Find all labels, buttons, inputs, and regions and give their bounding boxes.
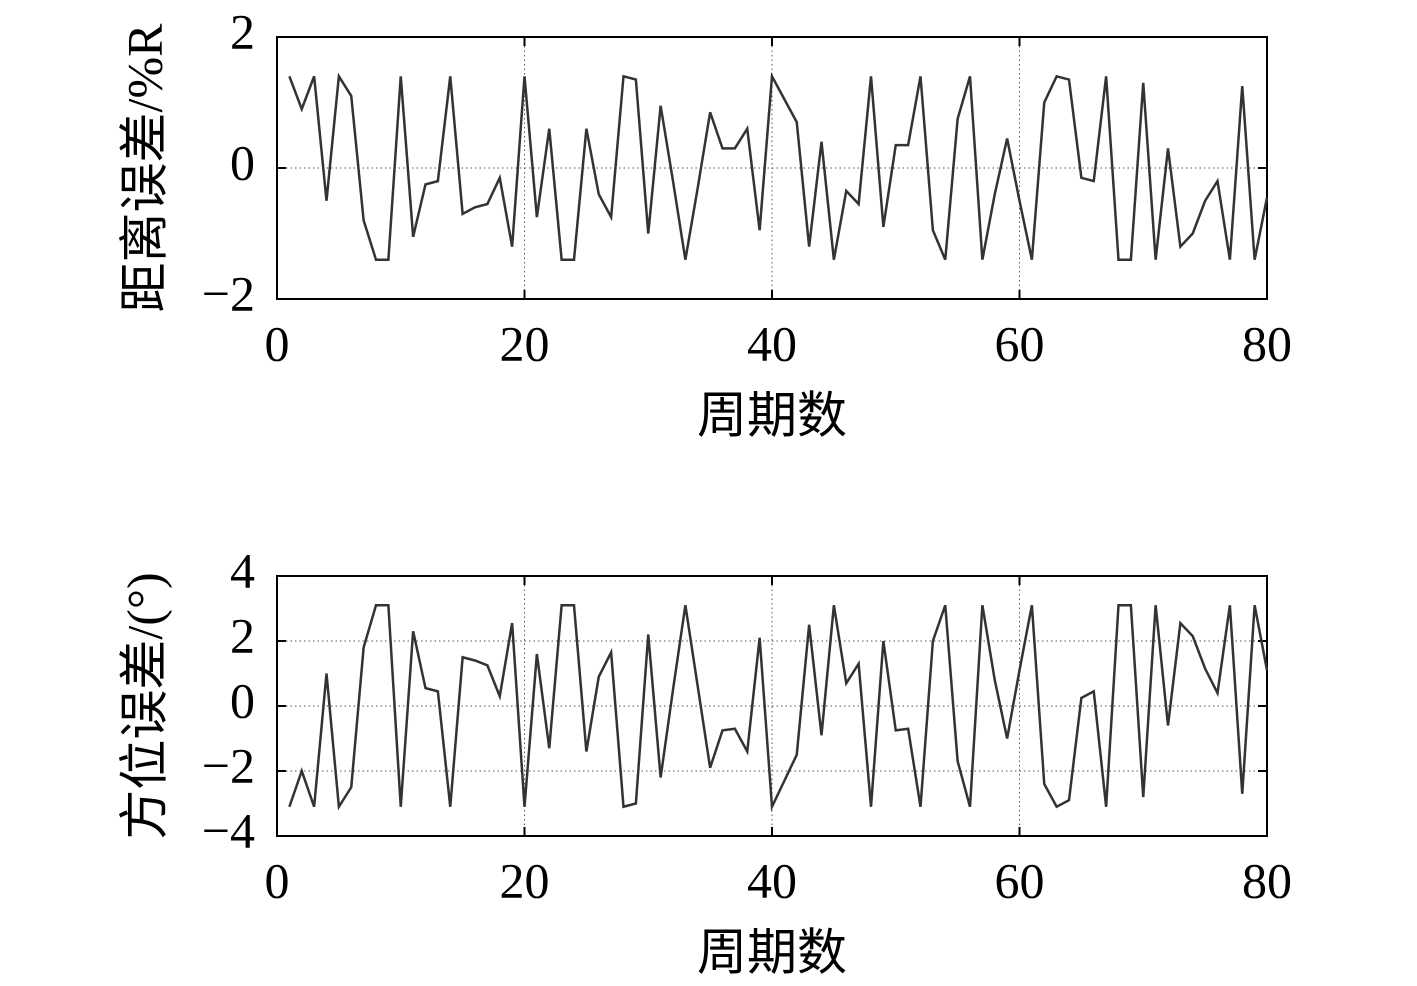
- x-tick-label: 40: [747, 852, 797, 908]
- x-tick-label: 80: [1242, 315, 1292, 371]
- data-line: [288, 604, 1269, 812]
- y-tick-label: 0: [230, 134, 255, 190]
- x-tick-label: 60: [995, 315, 1045, 371]
- data-line: [288, 71, 1269, 261]
- x-tick-label: 20: [500, 315, 550, 371]
- x-axis-label: 周期数: [697, 387, 847, 443]
- y-tick-label: −4: [202, 802, 255, 858]
- plot-frame: [276, 575, 1268, 837]
- y-tick-label: 2: [230, 3, 255, 59]
- x-axis-label: 周期数: [697, 924, 847, 980]
- x-tick-label: 60: [995, 852, 1045, 908]
- y-axis-label: 距离误差/%R: [116, 23, 172, 313]
- x-tick-label: 0: [265, 852, 290, 908]
- y-tick-label: 0: [230, 672, 255, 728]
- y-axis-label: 方位误差/(°): [116, 572, 172, 839]
- x-tick-label: 40: [747, 315, 797, 371]
- y-tick-label: 2: [230, 607, 255, 663]
- plot-frame: [276, 36, 1268, 300]
- x-tick-label: 0: [265, 315, 290, 371]
- y-tick-label: −2: [202, 265, 255, 321]
- y-tick-label: 4: [230, 542, 255, 598]
- x-tick-label: 20: [500, 852, 550, 908]
- x-tick-label: 80: [1242, 852, 1292, 908]
- y-tick-label: −2: [202, 737, 255, 793]
